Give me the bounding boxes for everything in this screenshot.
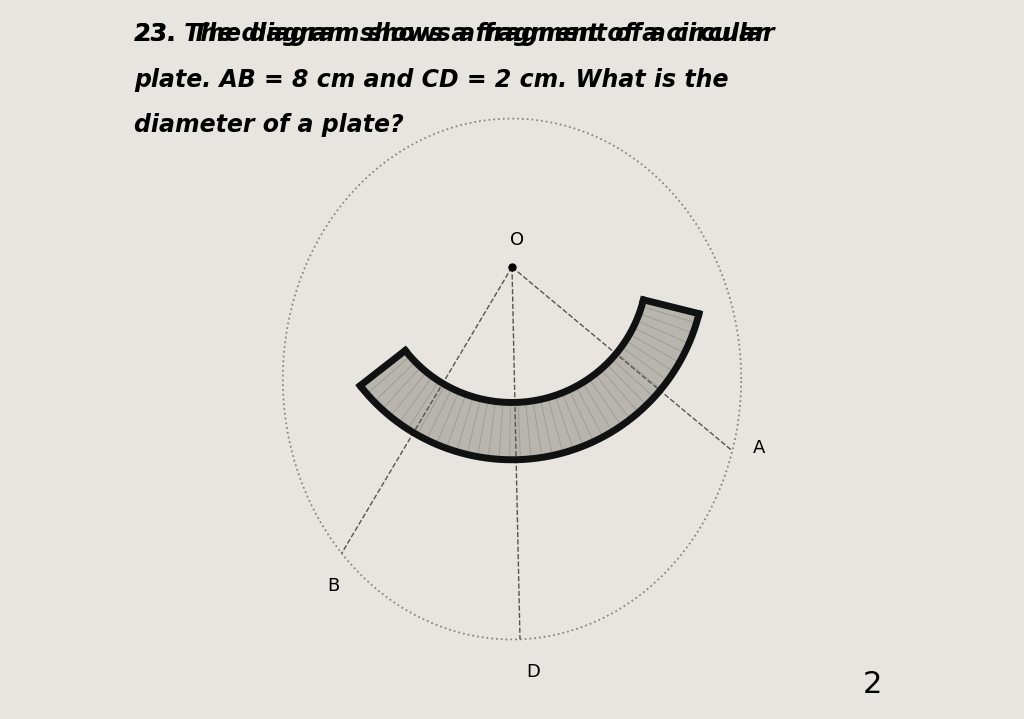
Text: plate. AB = 8 cm and CD = 2 cm. What is the: plate. AB = 8 cm and CD = 2 cm. What is … bbox=[134, 68, 729, 92]
Text: 23. The diagram shows a fragment of a circular: 23. The diagram shows a fragment of a ci… bbox=[134, 22, 767, 46]
Text: O: O bbox=[510, 231, 524, 249]
Text: B: B bbox=[328, 577, 340, 595]
Text: D: D bbox=[526, 663, 540, 681]
Text: 23.: 23. bbox=[134, 22, 176, 46]
Text: diameter of a plate?: diameter of a plate? bbox=[134, 114, 404, 137]
Polygon shape bbox=[360, 300, 699, 459]
Text: A: A bbox=[753, 439, 766, 457]
Text: 2: 2 bbox=[862, 670, 882, 700]
Text: The diagram shows a fragment of a circular: The diagram shows a fragment of a circul… bbox=[191, 22, 774, 46]
